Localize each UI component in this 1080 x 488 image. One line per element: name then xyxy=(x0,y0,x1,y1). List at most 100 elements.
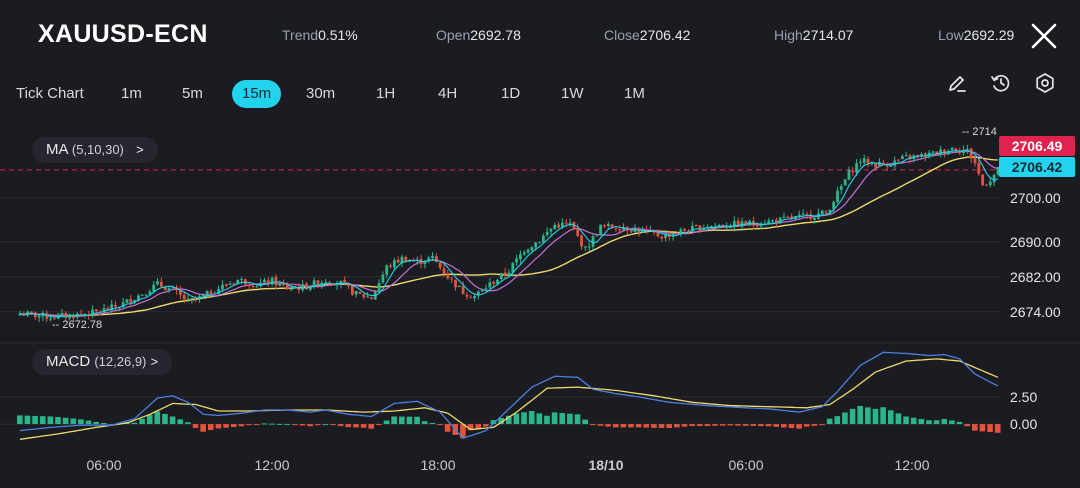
histogram-bar xyxy=(551,412,558,425)
histogram-bar xyxy=(605,424,611,427)
candle-body xyxy=(519,254,522,260)
candle-body xyxy=(996,166,1000,175)
candle-body xyxy=(538,242,541,244)
candle-body xyxy=(297,287,301,290)
histogram-bar xyxy=(230,424,237,427)
candle-body xyxy=(350,285,354,295)
candle-body xyxy=(33,312,37,318)
candle-body xyxy=(457,285,461,287)
time-tick-label: 06:00 xyxy=(86,457,121,473)
candle-body xyxy=(866,158,870,165)
histogram-bar xyxy=(803,424,810,427)
candle-body xyxy=(862,158,866,163)
candle-body xyxy=(201,294,205,297)
time-tick-label: 06:00 xyxy=(728,457,763,473)
tf-4h[interactable]: 4H xyxy=(438,85,458,102)
candle-body xyxy=(156,281,159,285)
candle-body xyxy=(843,179,847,186)
candle-body xyxy=(874,163,878,168)
candle-body xyxy=(526,249,530,253)
macd-indicator-params: (12,26,9) xyxy=(94,354,147,369)
candle-body xyxy=(988,181,992,186)
candle-body xyxy=(836,190,839,203)
tf-1mo[interactable]: 1M xyxy=(624,85,645,102)
time-tick-label: 12:00 xyxy=(254,457,289,473)
candle-body xyxy=(897,159,900,161)
tf-1h[interactable]: 1H xyxy=(376,85,396,102)
histogram-bar xyxy=(910,417,917,425)
histogram-bar xyxy=(949,420,955,425)
candle-body xyxy=(740,221,744,227)
histogram-bar xyxy=(101,423,107,425)
candle-body xyxy=(583,246,587,248)
candle-body xyxy=(675,233,679,235)
histogram-bar xyxy=(620,424,627,428)
histogram-bar xyxy=(918,419,925,425)
candle-body xyxy=(224,284,228,286)
tf-1d[interactable]: 1D xyxy=(501,85,521,102)
candle-body xyxy=(832,202,836,209)
candle-body xyxy=(591,236,595,247)
histogram-bar xyxy=(383,420,390,425)
candle-body xyxy=(671,233,675,237)
last-price-label: 2706.49 xyxy=(1012,138,1063,154)
candle-body xyxy=(992,174,996,183)
candle-body xyxy=(339,280,343,285)
candle-body xyxy=(266,280,270,285)
candle-body xyxy=(37,315,41,318)
candlesticks xyxy=(18,144,1000,323)
histogram-bar xyxy=(353,424,359,428)
tf-1w[interactable]: 1W xyxy=(561,85,584,102)
candle-body xyxy=(182,294,186,300)
candle-body xyxy=(328,283,331,285)
candle-body xyxy=(752,220,755,225)
candle-body xyxy=(893,160,897,166)
ma-indicator-pill[interactable]: MA (5,10,30) > xyxy=(32,137,158,163)
macd-indicator-pill[interactable]: MACD (12,26,9) > xyxy=(32,349,173,375)
candle-body xyxy=(683,229,687,231)
candle-body xyxy=(209,291,213,295)
macd-tick-label: 2.50 xyxy=(1010,389,1037,405)
tf-15m[interactable]: 15m xyxy=(232,80,282,108)
candle-body xyxy=(370,297,373,299)
candle-body xyxy=(473,296,476,299)
price-tick-label: 2682.00 xyxy=(1010,269,1061,285)
candle-body xyxy=(557,224,561,228)
candle-body xyxy=(427,257,431,262)
candle-body xyxy=(49,318,52,320)
histogram-bar xyxy=(681,424,688,427)
candle-body xyxy=(774,220,778,224)
histogram-bar xyxy=(666,424,672,428)
tf-1m[interactable]: 1m xyxy=(121,85,142,102)
histogram-bar xyxy=(238,424,245,427)
candle-body xyxy=(828,209,832,213)
history-clock-icon[interactable] xyxy=(990,72,1012,94)
candle-body xyxy=(660,236,664,239)
histogram-bar xyxy=(651,424,657,428)
candle-body xyxy=(312,280,316,287)
tf-30m[interactable]: 30m xyxy=(306,85,336,102)
candle-body xyxy=(668,233,671,237)
candle-body xyxy=(400,256,404,264)
histogram-bar xyxy=(391,416,397,425)
stat-open: Open2692.78 xyxy=(436,27,521,43)
tf-5m[interactable]: 5m xyxy=(182,85,203,102)
candle-body xyxy=(228,283,232,285)
candle-body xyxy=(541,235,545,243)
settings-gear-icon[interactable] xyxy=(1034,72,1056,94)
histogram-bar xyxy=(406,416,413,425)
candle-body xyxy=(480,288,484,292)
histogram-bar xyxy=(719,424,726,426)
draw-pencil-icon[interactable] xyxy=(946,72,968,94)
tf-tick-chart[interactable]: Tick Chart xyxy=(16,85,84,102)
close-icon[interactable] xyxy=(1030,22,1058,50)
candle-body xyxy=(610,224,614,228)
candle-body xyxy=(438,262,442,268)
candle-body xyxy=(702,228,706,231)
histogram-bar xyxy=(643,424,650,428)
candle-body xyxy=(133,299,136,303)
histogram-bar xyxy=(47,416,54,425)
histogram-bar xyxy=(39,416,46,425)
candle-body xyxy=(561,222,564,228)
